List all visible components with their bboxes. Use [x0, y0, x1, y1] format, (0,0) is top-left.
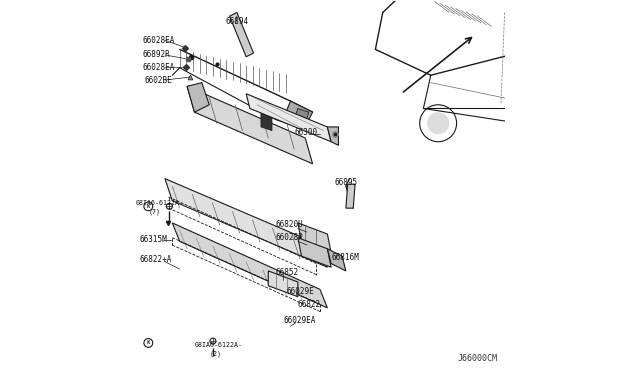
Text: 08IA6-6122A-: 08IA6-6122A- [136, 200, 184, 206]
Text: 66892R: 66892R [143, 51, 170, 60]
Polygon shape [346, 184, 355, 208]
Polygon shape [268, 271, 298, 297]
Text: 6602BE: 6602BE [145, 76, 172, 84]
Text: J66000CM: J66000CM [457, 354, 497, 363]
Text: 66315M: 66315M [139, 235, 167, 244]
Polygon shape [328, 127, 339, 145]
Polygon shape [246, 94, 331, 142]
Polygon shape [187, 83, 209, 112]
Text: 66028EA: 66028EA [143, 36, 175, 45]
Text: 66028EA: 66028EA [143, 63, 175, 72]
Circle shape [427, 112, 449, 134]
Text: 66852: 66852 [276, 268, 299, 277]
Text: 66894: 66894 [226, 17, 249, 26]
Text: K: K [147, 340, 150, 346]
Polygon shape [294, 109, 309, 123]
Polygon shape [187, 86, 312, 164]
Text: 66895: 66895 [335, 178, 358, 187]
Polygon shape [298, 223, 331, 253]
Polygon shape [230, 13, 253, 57]
Circle shape [531, 112, 552, 134]
Text: 66028P: 66028P [276, 233, 303, 242]
Polygon shape [172, 223, 328, 308]
Text: 66822+A: 66822+A [139, 255, 172, 264]
Text: 66820U: 66820U [276, 220, 303, 229]
Text: (7): (7) [148, 209, 160, 215]
Polygon shape [283, 101, 312, 127]
Text: 66029E: 66029E [287, 287, 314, 296]
Polygon shape [261, 112, 272, 131]
Text: 66816M: 66816M [331, 253, 359, 263]
Text: K: K [147, 204, 150, 209]
Text: 66029EA: 66029EA [283, 316, 316, 325]
Text: (2): (2) [209, 351, 221, 357]
Polygon shape [328, 249, 346, 271]
Polygon shape [165, 179, 328, 267]
Text: 66300: 66300 [294, 128, 317, 137]
Text: 08IA6-6122A-: 08IA6-6122A- [195, 342, 243, 348]
Text: 66822: 66822 [298, 300, 321, 309]
Polygon shape [298, 238, 331, 267]
